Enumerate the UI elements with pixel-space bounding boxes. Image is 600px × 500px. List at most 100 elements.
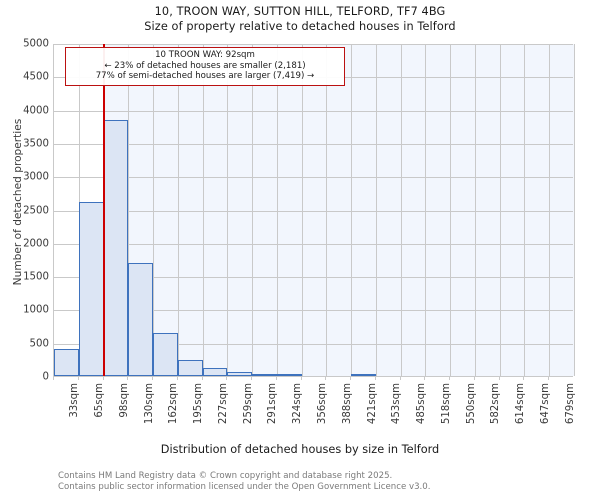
grid-line-vertical: [177, 44, 179, 376]
grid-line-vertical: [301, 44, 303, 376]
histogram-bar: [128, 263, 154, 376]
histogram-bar: [276, 374, 302, 376]
chart-title-block: 10, TROON WAY, SUTTON HILL, TELFORD, TF7…: [0, 4, 600, 34]
x-axis-tick-mark: [449, 377, 451, 380]
histogram-bar: [103, 119, 129, 376]
x-axis-tick-mark: [424, 377, 426, 380]
histogram-bar: [202, 368, 228, 376]
page-title: 10, TROON WAY, SUTTON HILL, TELFORD, TF7…: [154, 5, 446, 18]
y-axis-tick-label: 500: [29, 338, 49, 350]
x-axis-tick-label: 647sqm: [539, 383, 551, 425]
x-axis-tick-mark: [350, 377, 352, 380]
x-axis-tick-mark: [473, 377, 475, 380]
x-axis-tick-labels: 33sqm 65sqm 98sqm 130sqm 162sqm 195sqm 227sqm 2…: [53, 380, 576, 442]
x-axis-tick-label: 453sqm: [391, 383, 403, 425]
y-axis-tick-label: 4500: [23, 71, 49, 83]
histogram-bar: [54, 348, 79, 376]
x-axis-tick-label: 98sqm: [118, 383, 130, 418]
grid-line-vertical: [474, 44, 476, 376]
annotation-property-size: 10 TROON WAY: 92sqm: [155, 50, 255, 60]
x-axis-tick-label: 518sqm: [440, 383, 452, 425]
grid-line-horizontal: [54, 110, 573, 112]
x-axis-tick-mark: [102, 377, 104, 380]
x-axis-tick-label: 195sqm: [193, 383, 205, 425]
grid-line-vertical: [425, 44, 427, 376]
y-axis-tick-label: 2500: [23, 205, 49, 216]
x-axis-tick-mark: [399, 377, 401, 380]
grid-line-horizontal: [54, 310, 573, 312]
grid-line-horizontal: [54, 177, 573, 179]
x-axis-tick-label: 291sqm: [267, 383, 279, 425]
grid-line-vertical: [153, 44, 155, 376]
x-axis-tick-mark: [498, 377, 500, 380]
subject-property-marker-line: [102, 44, 105, 376]
grid-line-vertical: [326, 44, 328, 376]
grid-line-vertical: [450, 44, 452, 376]
grid-line-horizontal: [54, 44, 573, 45]
grid-line-vertical: [499, 44, 501, 376]
footer-line-1: Contains HM Land Registry data © Crown c…: [58, 471, 393, 481]
x-axis-tick-label: 614sqm: [515, 383, 527, 425]
histogram-bar: [227, 372, 253, 376]
x-axis-tick-label: 130sqm: [143, 383, 155, 425]
x-axis-tick-mark: [127, 377, 129, 380]
larger-properties-shading: [103, 44, 574, 376]
y-axis-tick-label: 2000: [23, 238, 49, 250]
grid-line-horizontal: [54, 210, 573, 212]
x-axis-tick-label: 421sqm: [366, 383, 378, 425]
grid-line-vertical: [276, 44, 278, 376]
x-axis-tick-mark: [300, 377, 302, 380]
grid-line-horizontal: [54, 343, 573, 345]
y-axis-tick-label: 5000: [23, 38, 49, 50]
y-axis-title: Number of detached properties: [12, 118, 24, 286]
x-axis-tick-mark: [523, 377, 525, 380]
grid-line-horizontal: [54, 243, 573, 245]
y-axis-tick-labels: 0 500 1000 1500 2000 2500 3000 3500 4000 4500 5000: [0, 0, 49, 500]
x-axis-tick-mark: [275, 377, 277, 380]
grid-line-horizontal: [54, 143, 573, 145]
histogram-bar: [153, 332, 178, 376]
histogram-bar: [78, 201, 104, 376]
y-axis-tick-label: 0: [42, 371, 49, 383]
x-axis-tick-mark: [251, 377, 253, 380]
y-axis-tick-label: 1000: [23, 304, 49, 316]
x-axis-tick-label: 65sqm: [94, 383, 106, 418]
plot-area: [53, 44, 575, 377]
histogram-bar: [177, 359, 203, 376]
x-axis-tick-label: 550sqm: [465, 383, 477, 425]
x-axis-tick-mark: [77, 377, 79, 380]
x-axis-tick-label: 485sqm: [416, 383, 428, 425]
annotation-larger-percent: 77% of semi-detached houses are larger (…: [95, 71, 315, 82]
y-axis-tick-label: 4000: [23, 105, 49, 117]
x-axis-tick-mark: [548, 377, 550, 380]
histogram-bar: [351, 374, 376, 376]
x-axis-tick-label: 227sqm: [217, 383, 229, 425]
x-axis-tick-mark: [176, 377, 178, 380]
grid-line-horizontal: [54, 277, 573, 279]
y-axis-tick-label: 1500: [23, 271, 49, 283]
y-axis-tick-label: 3500: [23, 138, 49, 150]
attribution-footer: Contains HM Land Registry data © Crown c…: [58, 471, 598, 492]
x-axis-tick-mark: [226, 377, 228, 380]
x-axis-tick-mark: [53, 377, 54, 380]
grid-line-vertical: [524, 44, 526, 376]
x-axis-tick-label: 324sqm: [292, 383, 304, 425]
annotation-smaller-percent: ← 23% of detached houses are smaller (2,…: [104, 60, 306, 71]
footer-line-2: Contains public sector information licen…: [58, 481, 431, 492]
x-axis-tick-mark: [201, 377, 203, 380]
histogram-bar: [252, 374, 277, 376]
grid-line-vertical: [574, 44, 575, 376]
grid-line-vertical: [128, 44, 130, 376]
grid-line-vertical: [375, 44, 377, 376]
x-axis-tick-mark: [152, 377, 154, 380]
subject-property-annotation-box: 10 TROON WAY: 92sqm ← 23% of detached ho…: [65, 47, 345, 86]
x-axis-tick-label: 388sqm: [341, 383, 353, 425]
x-axis-tick-mark: [374, 377, 376, 380]
x-axis-tick-label: 679sqm: [564, 383, 576, 425]
x-axis-tick-label: 356sqm: [317, 383, 328, 425]
x-axis-title: Distribution of detached houses by size …: [160, 443, 440, 456]
grid-line-vertical: [202, 44, 204, 376]
y-axis-tick-label: 3000: [23, 171, 49, 183]
x-axis-tick-label: 259sqm: [242, 383, 254, 425]
x-axis-tick-mark: [325, 377, 327, 380]
